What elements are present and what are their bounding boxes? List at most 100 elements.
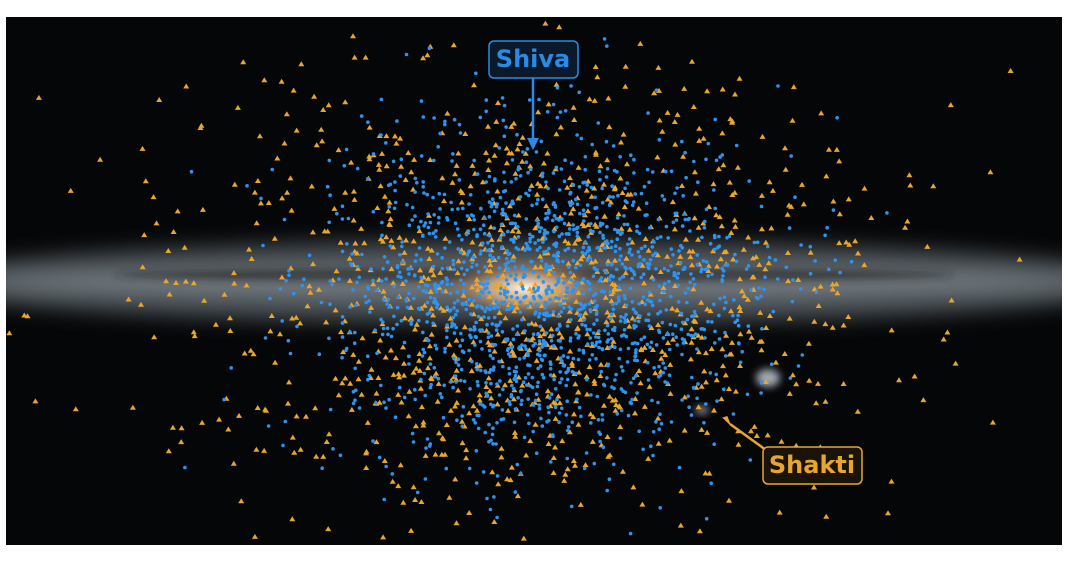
shiva-star	[421, 234, 425, 238]
shiva-star	[348, 330, 352, 334]
shakti-star	[254, 405, 261, 410]
shakti-star	[836, 158, 843, 164]
shakti-star	[377, 183, 384, 189]
shakti-star	[701, 368, 708, 374]
shiva-star	[520, 284, 525, 289]
shakti-star	[629, 239, 636, 245]
shiva-star	[544, 290, 549, 295]
shiva-star	[717, 234, 721, 239]
shiva-star	[543, 237, 548, 241]
shakti-star	[618, 139, 624, 145]
shiva-star	[683, 150, 687, 155]
shakti-star	[442, 451, 448, 457]
shiva-star	[594, 205, 599, 210]
shakti-star	[479, 179, 486, 185]
shakti-star	[454, 270, 461, 276]
shakti-star	[526, 347, 533, 353]
shakti-star	[261, 447, 268, 453]
shiva-star	[608, 316, 613, 321]
shiva-star	[618, 347, 623, 352]
shakti-star	[417, 385, 424, 391]
shiva-star	[386, 297, 391, 302]
shiva-star	[614, 301, 619, 306]
shakti-star	[630, 484, 637, 490]
shakti-star	[822, 398, 829, 404]
shakti-star	[635, 205, 642, 211]
shiva-star	[533, 290, 537, 294]
shakti-star	[366, 156, 373, 162]
shakti-star	[800, 201, 807, 207]
shiva-star	[502, 103, 507, 108]
shiva-star	[611, 144, 616, 148]
shakti-star	[446, 494, 453, 500]
shiva-star	[327, 336, 331, 341]
shakti-star	[490, 299, 497, 305]
shiva-star	[395, 322, 399, 327]
shiva-star	[680, 337, 685, 341]
shiva-star	[625, 181, 629, 185]
shakti-star	[289, 516, 296, 522]
shakti-star	[304, 303, 311, 309]
shiva-star	[495, 382, 499, 386]
shiva-star	[518, 300, 523, 304]
shiva-star	[412, 296, 416, 301]
shiva-star	[451, 152, 455, 156]
shiva-star	[605, 224, 609, 229]
shakti-star	[183, 83, 190, 89]
shakti-star	[350, 217, 357, 223]
shakti-star	[425, 365, 431, 371]
shakti-arrow	[729, 422, 767, 452]
shiva-star	[468, 327, 472, 332]
shiva-star	[505, 256, 509, 261]
shiva-star	[555, 259, 559, 263]
shakti-star	[811, 318, 818, 324]
shiva-star	[425, 437, 430, 441]
shiva-star	[390, 472, 395, 476]
shiva-star	[583, 180, 587, 185]
shakti-star	[375, 375, 382, 380]
shiva-star	[421, 185, 426, 189]
shakti-star	[784, 211, 791, 217]
shakti-star	[729, 339, 735, 345]
shiva-star	[542, 233, 547, 237]
shiva-star	[645, 167, 650, 172]
shakti-star	[695, 224, 702, 230]
shiva-star	[710, 272, 714, 277]
shakti-star	[649, 347, 656, 352]
shakti-star	[221, 291, 228, 297]
shiva-star	[381, 267, 385, 271]
shiva-star	[337, 277, 341, 281]
shiva-star	[545, 302, 549, 307]
shiva-star	[808, 271, 813, 276]
shiva-star	[270, 167, 275, 172]
shakti-star	[476, 392, 483, 398]
shiva-star	[486, 331, 491, 335]
shakti-star	[428, 375, 435, 380]
shiva-star	[367, 299, 371, 303]
shakti-star	[439, 175, 446, 181]
shakti-star	[698, 383, 705, 389]
shiva-star	[527, 188, 532, 192]
shiva-star	[561, 299, 566, 303]
shiva-star	[404, 52, 409, 57]
shiva-star	[605, 488, 609, 493]
shiva-star	[494, 299, 498, 304]
shakti-star	[426, 256, 433, 261]
shiva-star	[712, 188, 716, 192]
shiva-star	[469, 213, 474, 217]
shiva-star	[628, 266, 632, 271]
shiva-star	[456, 207, 460, 211]
shiva-star	[605, 262, 610, 267]
shakti-star	[639, 501, 646, 507]
shakti-star	[748, 428, 754, 434]
shiva-star	[468, 193, 473, 197]
shakti-star	[129, 404, 136, 410]
shiva-star	[788, 376, 793, 380]
shiva-star	[407, 266, 412, 271]
shiva-star	[494, 323, 498, 327]
shiva-star	[484, 391, 489, 396]
shiva-star	[598, 339, 602, 344]
shakti-star	[604, 434, 611, 439]
shakti-star	[470, 339, 477, 345]
shiva-star	[574, 265, 578, 270]
